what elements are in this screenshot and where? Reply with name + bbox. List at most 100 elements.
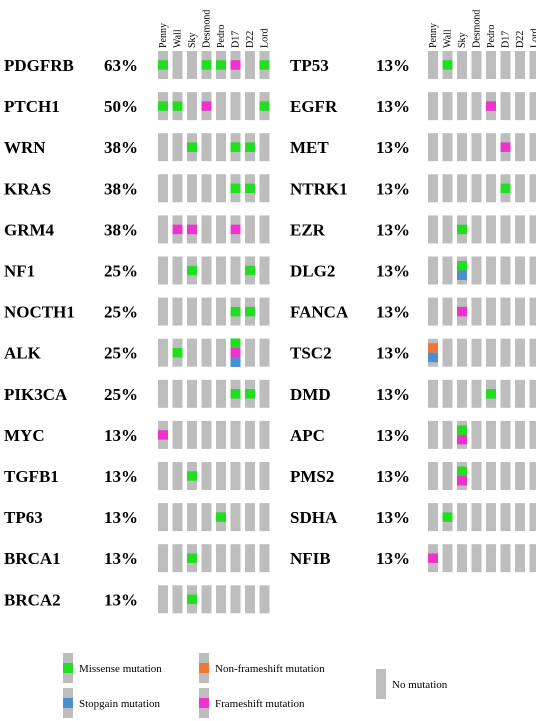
gene-label: MYC xyxy=(4,426,45,445)
mutation-cell-missense xyxy=(216,512,226,522)
sample-bar xyxy=(457,51,467,79)
gene-label: WRN xyxy=(4,138,46,157)
sample-bar xyxy=(471,256,482,285)
percent-label: 13% xyxy=(376,179,410,198)
sample-bar xyxy=(515,379,525,408)
mutation-cell-missense xyxy=(442,512,453,522)
gene-label: ALK xyxy=(4,344,42,363)
sample-label-pedro: Pedro xyxy=(486,25,497,48)
sample-label-lord: Lord xyxy=(260,29,271,48)
sample-label-lord: Lord xyxy=(530,29,536,48)
sample-bar xyxy=(187,92,197,121)
mutation-cell-missense xyxy=(187,553,197,563)
sample-bar xyxy=(201,338,212,367)
sample-bar xyxy=(442,297,453,326)
sample-bar xyxy=(515,420,525,449)
sample-bar xyxy=(259,503,270,532)
sample-bar xyxy=(259,215,270,244)
mutation-cell-missense xyxy=(486,389,496,399)
sample-bar xyxy=(486,462,496,490)
mutation-cell-frameshift xyxy=(230,347,241,358)
percent-label: 38% xyxy=(104,138,138,157)
sample-bar xyxy=(158,544,168,573)
sample-bar xyxy=(259,462,270,490)
sample-label-sky: Sky xyxy=(457,32,468,48)
percent-label: 13% xyxy=(104,467,138,486)
gene-label: DLG2 xyxy=(290,262,335,281)
sample-bar xyxy=(259,174,270,203)
sample-bar xyxy=(442,133,453,162)
sample-bar xyxy=(428,462,438,490)
sample-bar xyxy=(500,297,511,326)
sample-bar xyxy=(201,174,212,203)
percent-label: 13% xyxy=(376,56,410,75)
sample-bar xyxy=(172,51,183,79)
sample-bar xyxy=(457,544,467,573)
sample-bar xyxy=(515,133,525,162)
mutation-cell-missense xyxy=(230,306,241,317)
gene-label: NFIB xyxy=(290,549,331,568)
sample-bar xyxy=(486,133,496,162)
sample-bar xyxy=(515,297,525,326)
mutation-cell-stopgain xyxy=(457,270,467,280)
mutation-cell-missense xyxy=(500,183,511,194)
sample-bar xyxy=(216,379,226,408)
sample-bar xyxy=(529,215,536,244)
legend-label-nonframeshift: Non-frameshift mutation xyxy=(215,663,325,675)
mutation-cell-frameshift xyxy=(158,430,168,440)
sample-bar xyxy=(471,544,482,573)
sample-bar xyxy=(428,174,438,203)
gene-label: GRM4 xyxy=(4,220,55,239)
mutation-cell-missense xyxy=(230,389,241,399)
mutation-cell-frameshift xyxy=(230,60,241,70)
sample-bar xyxy=(201,297,212,326)
mutation-cell-missense xyxy=(230,338,241,348)
percent-label: 25% xyxy=(104,303,138,322)
gene-label: SDHA xyxy=(290,508,338,527)
mutation-cell-missense xyxy=(201,60,212,70)
sample-bar xyxy=(201,133,212,162)
sample-label-desmond: Desmond xyxy=(202,10,213,48)
percent-label: 25% xyxy=(104,385,138,404)
sample-bar xyxy=(216,544,226,573)
percent-label: 13% xyxy=(376,508,410,527)
sample-bar xyxy=(442,544,453,573)
sample-bar xyxy=(515,338,525,367)
sample-bar xyxy=(428,133,438,162)
mutation-cell-missense xyxy=(216,60,226,70)
mutation-cell-frameshift xyxy=(201,101,212,111)
sample-bar xyxy=(245,585,255,614)
sample-bar xyxy=(442,256,453,285)
sample-bar xyxy=(172,462,183,490)
mutation-cell-frameshift xyxy=(172,224,183,235)
sample-bar xyxy=(529,174,536,203)
mutation-cell-missense xyxy=(457,466,467,476)
mutation-cell-missense xyxy=(259,60,270,70)
sample-label-d22: D22 xyxy=(245,31,256,48)
mutation-cell-missense xyxy=(245,389,255,399)
sample-bar xyxy=(500,92,511,121)
sample-bar xyxy=(201,379,212,408)
sample-label-pedro: Pedro xyxy=(216,25,227,48)
percent-label: 25% xyxy=(104,344,138,363)
sample-bar xyxy=(486,338,496,367)
sample-bar xyxy=(428,503,438,532)
sample-bar xyxy=(442,462,453,490)
percent-label: 13% xyxy=(376,467,410,486)
sample-bar xyxy=(515,215,525,244)
percent-label: 13% xyxy=(104,426,138,445)
mutation-cell-missense xyxy=(245,142,255,152)
sample-bar xyxy=(471,133,482,162)
gene-label: PTCH1 xyxy=(4,97,60,116)
percent-label: 13% xyxy=(376,262,410,281)
legend-swatch-mark-nonframeshift xyxy=(199,663,209,673)
sample-label-d22: D22 xyxy=(515,31,526,48)
percent-label: 13% xyxy=(376,138,410,157)
sample-bar xyxy=(486,544,496,573)
mutation-cell-frameshift xyxy=(457,434,467,445)
gene-label: MET xyxy=(290,138,329,157)
gene-label: TP63 xyxy=(4,508,43,527)
sample-bar xyxy=(201,585,212,614)
sample-bar xyxy=(486,256,496,285)
sample-bar xyxy=(201,420,212,449)
